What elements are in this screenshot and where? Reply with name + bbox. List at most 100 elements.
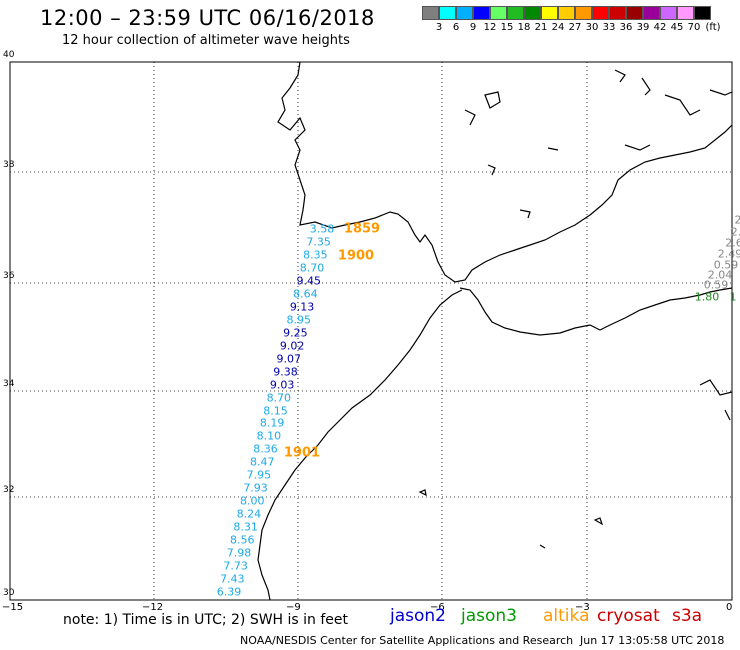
color-swatch: [609, 6, 626, 20]
wave-height-label: 8.19: [259, 416, 285, 430]
wave-height-label: 8.24: [236, 507, 262, 521]
color-swatch: [660, 6, 677, 20]
wave-height-label: 8.35: [303, 248, 328, 262]
wave-height-label: 6.39: [216, 585, 242, 599]
color-swatch: [558, 6, 575, 20]
color-scale-label: 70: [687, 22, 701, 33]
wave-height-label: 8.31: [233, 520, 258, 534]
wave-height-label: 2.49: [717, 247, 740, 261]
color-swatch: [422, 6, 439, 20]
latitude-tick-label: 34: [3, 379, 15, 389]
legend-jason2: jason2: [390, 606, 446, 626]
wave-height-label: 9.25: [283, 326, 308, 340]
latitude-tick-label: 38: [3, 160, 15, 170]
color-scale-label: 18: [517, 22, 531, 33]
latitude-tick-label: 36: [3, 271, 15, 281]
longitude-tick-label: −9: [286, 602, 301, 613]
color-swatch: [473, 6, 490, 20]
wave-height-label: 8.15: [263, 404, 288, 417]
wave-height-label: 1.80: [694, 290, 720, 304]
color-scale-label: 33: [602, 22, 616, 33]
wave-height-label: 9.02: [279, 339, 305, 353]
color-swatch: [439, 6, 456, 20]
wave-height-label: 8.47: [249, 455, 275, 469]
legend-s3a: s3a: [672, 606, 703, 626]
legend-cryosat: cryosat: [597, 606, 660, 626]
wave-height-label: 2.6: [725, 236, 740, 250]
wave-height-label: 2: [734, 213, 740, 227]
latitude-tick-label: 30: [3, 588, 15, 598]
color-swatch: [592, 6, 609, 20]
color-scale-label: 6: [452, 22, 460, 33]
legend-altika: altika: [543, 606, 590, 626]
color-scale-label: 36: [619, 22, 633, 33]
wave-height-label: 8.70: [266, 391, 292, 405]
graticule: [10, 62, 732, 600]
color-swatch: [626, 6, 643, 20]
color-swatch: [677, 6, 694, 20]
color-swatch: [456, 6, 473, 20]
wave-height-label: 9.38: [273, 365, 298, 379]
color-swatch: [490, 6, 507, 20]
wave-height-label: 3.58: [309, 222, 335, 236]
legend-jason3: jason3: [461, 606, 517, 626]
longitude-tick-label: −15: [2, 602, 24, 613]
wave-height-label: 9.07: [276, 352, 302, 366]
longitude-tick-label: −12: [142, 602, 164, 613]
wave-height-label: 2.04: [707, 268, 733, 282]
color-scale-label: 27: [568, 22, 582, 33]
coastline: [257, 61, 733, 601]
color-scale-label: 24: [551, 22, 565, 33]
wave-height-label: 9.13: [289, 300, 315, 314]
wave-height-label: 7.43: [220, 572, 245, 586]
wave-height-label: 7.73: [223, 559, 248, 573]
color-scale-label: 42: [653, 22, 667, 33]
color-swatch: [541, 6, 558, 20]
credit-text: NOAA/NESDIS Center for Satellite Applica…: [240, 634, 574, 647]
longitude-tick-label: −6: [430, 602, 445, 613]
wave-height-label: 8.00: [240, 494, 265, 508]
timestamp-text: Jun 17 13:05:58 UTC 2018: [580, 634, 725, 647]
color-scale-label: 3: [435, 22, 443, 33]
latitude-tick-label: 32: [3, 485, 15, 495]
wave-height-label: 8.95: [286, 313, 312, 327]
color-swatch: [575, 6, 592, 20]
color-swatch: [507, 6, 524, 20]
wave-height-label: 8.64: [293, 287, 318, 301]
color-scale-label: 39: [636, 22, 650, 33]
color-scale-label: 12: [483, 22, 497, 33]
wave-height-label: 2.: [730, 225, 740, 239]
color-scale-label: 30: [585, 22, 599, 33]
color-scale-label: 45: [670, 22, 684, 33]
latitude-tick-label: 40: [3, 50, 15, 60]
map-subtitle: 12 hour collection of altimeter wave hei…: [62, 33, 350, 48]
color-swatch: [524, 6, 541, 20]
wave-height-label: 8.10: [256, 429, 282, 443]
time-label: 1859: [343, 221, 381, 237]
wave-height-label: 8.56: [230, 533, 255, 547]
wave-height-label: 9.03: [269, 378, 295, 392]
wave-height-label: 7.93: [243, 481, 268, 495]
wave-height-label: 7.95: [246, 468, 272, 482]
color-swatch: [643, 6, 660, 20]
wave-height-label: 0.59: [703, 278, 729, 292]
wave-height-label: 1: [729, 290, 737, 304]
time-label: 1900: [337, 248, 375, 264]
map-title: 12:00 – 23:59 UTC 06/16/2018: [40, 6, 375, 30]
color-scale-label: (ft): [705, 22, 721, 33]
color-scale-label: 21: [534, 22, 548, 33]
wave-height-label: 9.45: [296, 274, 321, 288]
wave-height-label: 7.98: [226, 546, 252, 560]
color-swatch: [694, 6, 711, 20]
wave-height-label: 8.36: [253, 442, 278, 456]
wave-height-label: 0.59: [713, 258, 739, 272]
color-scale-label: 15: [500, 22, 514, 33]
longitude-tick-label: 0: [726, 602, 733, 613]
wave-height-label: 7.35: [306, 235, 331, 249]
map-frame: [9, 61, 733, 601]
time-label: 1901: [283, 445, 321, 461]
color-scale-label: 9: [469, 22, 477, 33]
note-text: note: 1) Time is in UTC; 2) SWH is in fe…: [63, 612, 349, 628]
longitude-tick-label: −3: [575, 602, 590, 613]
